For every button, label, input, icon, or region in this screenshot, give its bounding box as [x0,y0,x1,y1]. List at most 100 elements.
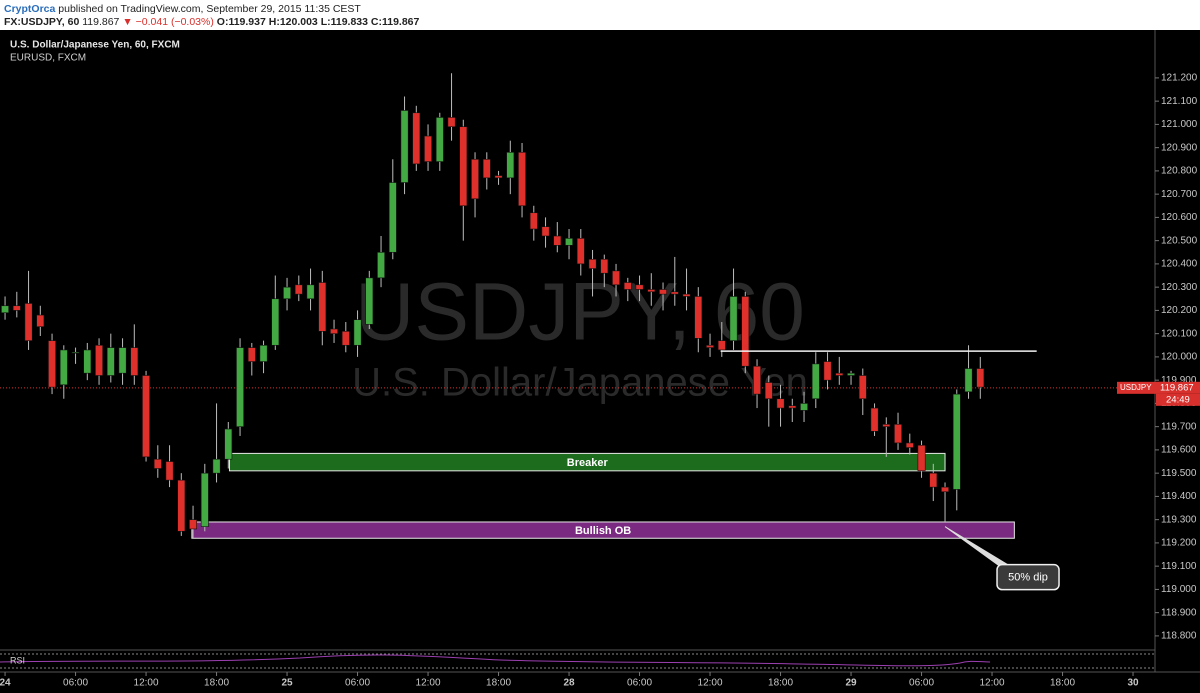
candle [388,159,397,260]
candle-body [506,151,515,179]
candle [12,291,21,318]
x-tick-label: 12:00 [980,678,1005,689]
candle-body [753,365,761,395]
zone-label: Breaker [567,457,609,469]
x-tick-label: 12:00 [134,678,159,689]
rsi-line [0,654,991,667]
candle-body [71,351,80,354]
candle [952,389,961,511]
candle-body [588,258,597,269]
candle-body [565,238,573,246]
candle [788,398,797,423]
candle [612,263,620,297]
candle [48,333,56,395]
candle [858,368,867,416]
candle-body [341,331,350,346]
candle [353,310,362,357]
x-tick-label: 12:00 [416,678,441,689]
y-tick-label: 120.400 [1161,259,1198,270]
callout-label: 50% dip [1008,572,1048,584]
y-tick-label: 118.800 [1161,631,1197,642]
x-tick-label: 28 [563,678,575,689]
y-tick-label: 119.700 [1161,421,1197,432]
candle-body [882,424,891,427]
candle-body [236,347,244,427]
candle-body [365,277,374,325]
candle-body [165,461,174,481]
candle-body [424,135,432,162]
candle-body [471,158,479,200]
countdown-tag [1156,393,1200,406]
candle-body [224,428,233,460]
candle-body [905,442,914,448]
candle-body [95,344,103,376]
candle [565,229,573,260]
candle [964,345,973,399]
candle-body [894,424,902,444]
candle-body [1,305,9,314]
y-tick-label: 119.000 [1161,584,1197,595]
candle-body [247,347,256,362]
candle-body [283,286,291,300]
x-tick-label: 06:00 [345,678,370,689]
candle [224,422,233,469]
candle-body [353,319,362,346]
candle-body [306,284,315,300]
candle [541,217,550,248]
x-tick-label: 30 [1127,678,1139,689]
candle [823,352,832,390]
candle-body [459,126,468,207]
x-tick-label: 06:00 [627,678,652,689]
candle [670,256,679,306]
x-tick-label: 12:00 [698,678,723,689]
candle [377,236,385,288]
candle-body [130,347,139,376]
candle [764,375,773,427]
candle [694,287,703,353]
candle [318,270,327,346]
candle [283,277,291,311]
y-tick-label: 119.500 [1161,468,1197,479]
x-tick-label: 18:00 [204,678,229,689]
candle-body [788,405,797,409]
candle-body [318,282,327,332]
candle [647,273,656,306]
author[interactable]: CryptOrca [4,3,56,15]
candle [294,275,303,302]
candle-body [494,175,503,179]
candle-body [447,117,456,128]
y-tick-label: 120.200 [1161,305,1198,316]
candle [518,142,526,218]
candle-body [153,458,162,469]
candle [529,205,538,241]
countdown-label: 24:49 [1166,394,1190,405]
candle-body [776,398,785,409]
y-tick-label: 119.600 [1161,445,1197,456]
candle [800,391,808,423]
y-tick-label: 119.100 [1161,561,1197,572]
y-tick-label: 119.300 [1161,514,1197,525]
candle-body [518,151,526,207]
candle [130,324,139,385]
indicator-label: RSI [10,655,25,665]
candle [36,305,45,336]
candle [24,270,33,350]
last-price: 119.867 [82,16,119,28]
candle-body [694,296,703,339]
candle [635,275,644,302]
y-tick-label: 121.000 [1161,119,1198,130]
candle [247,342,256,376]
candle-body [612,270,620,286]
y-tick-label: 120.800 [1161,166,1198,177]
candle-body [835,372,844,376]
candle [200,463,209,532]
chart-title: U.S. Dollar/Japanese Yen, 60, FXCM [10,40,180,51]
candle [306,268,315,311]
candle-body [83,349,92,374]
candle [588,249,597,297]
candle-body [177,479,186,532]
candle [341,322,350,353]
candle-body [294,284,303,295]
